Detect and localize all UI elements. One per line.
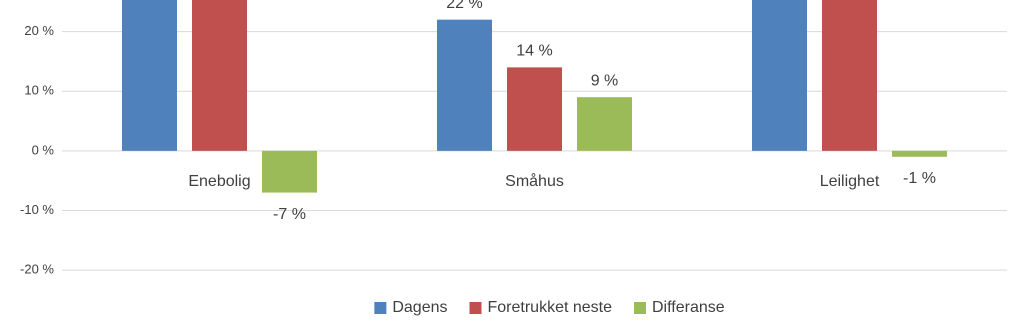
bar	[262, 150, 317, 193]
y-tick-label: -20 %	[20, 262, 54, 277]
data-label: 9 %	[591, 72, 619, 89]
bars	[122, 0, 947, 193]
data-label: -7 %	[273, 206, 306, 223]
bar	[892, 150, 947, 157]
data-label: 22 %	[446, 0, 482, 12]
legend-swatch	[634, 302, 647, 314]
legend-swatch	[469, 302, 482, 314]
y-tick-label: 20 %	[24, 23, 54, 38]
y-tick-label: 10 %	[24, 83, 54, 98]
bar	[437, 19, 492, 151]
data-label: 14 %	[516, 43, 552, 60]
bar	[752, 0, 807, 151]
x-tick-label: Småhus	[505, 172, 564, 190]
y-tick-label: -10 %	[20, 202, 54, 217]
bar	[822, 0, 877, 151]
bar	[192, 0, 247, 151]
y-tick-label: 0 %	[32, 142, 55, 157]
x-tick-label: Enebolig	[188, 173, 250, 190]
labels: 20 % 10 % 0 % -10 % -20 % Enebolig -7 % Småhus 2…	[20, 0, 936, 316]
bar	[507, 67, 562, 151]
x-tick-label: Leilighet	[820, 173, 880, 190]
bar	[122, 0, 177, 151]
bar	[577, 97, 632, 151]
legend-label: Foretrukket neste	[488, 299, 613, 316]
legend-label: Differanse	[652, 299, 725, 316]
legend-label: Dagens	[392, 299, 447, 316]
legend-swatch	[374, 302, 387, 314]
data-label: -1 %	[903, 170, 936, 187]
